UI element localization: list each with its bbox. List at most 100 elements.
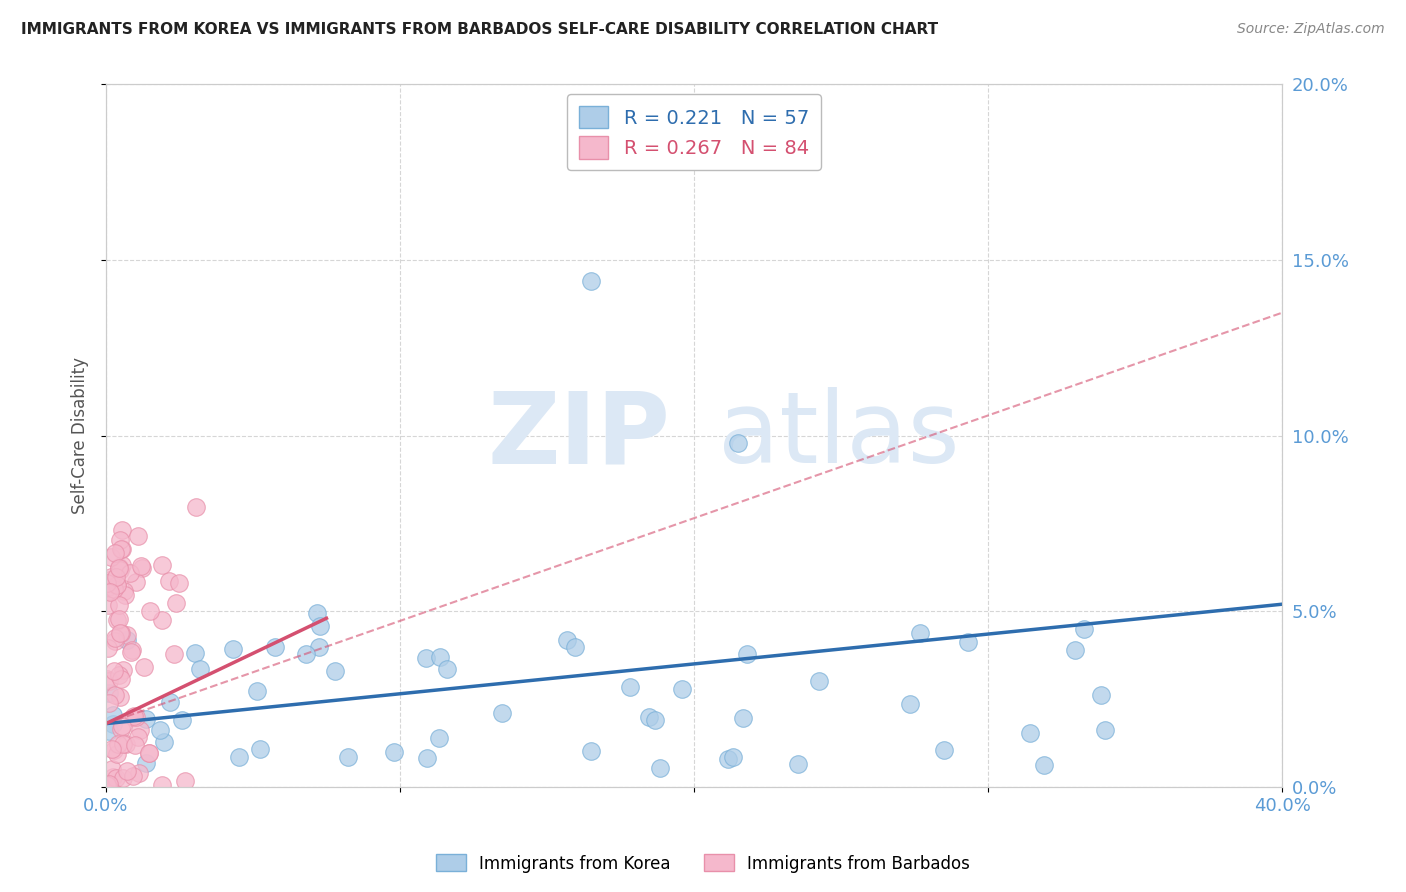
Point: [105, 613, 128, 627]
Point: [127, 529, 149, 543]
Point: [170, 713, 193, 727]
Point: [228, 749, 250, 764]
Point: [1090, 688, 1112, 702]
Point: [122, 708, 145, 723]
Point: [263, 640, 285, 655]
Point: [112, 771, 135, 785]
Point: [105, 578, 128, 592]
Point: [98, 584, 121, 599]
Point: [101, 572, 124, 586]
Point: [107, 561, 129, 575]
Point: [648, 761, 671, 775]
Point: [555, 633, 578, 648]
Point: [97, 724, 120, 739]
Point: [382, 745, 405, 759]
Point: [103, 716, 125, 731]
Point: [135, 756, 157, 770]
Point: [135, 712, 157, 726]
Point: [122, 768, 145, 782]
Point: [183, 646, 205, 660]
Point: [108, 563, 131, 577]
Point: [112, 663, 135, 677]
Y-axis label: Self-Care Disability: Self-Care Disability: [72, 357, 89, 514]
Point: [108, 598, 131, 612]
Point: [97, 686, 120, 700]
Point: [159, 695, 181, 709]
Point: [716, 752, 738, 766]
Point: [105, 578, 128, 592]
Point: [129, 723, 152, 738]
Point: [125, 575, 148, 590]
Point: [638, 710, 661, 724]
Point: [124, 738, 146, 752]
Point: [138, 747, 160, 761]
Point: [118, 566, 141, 580]
Point: [644, 713, 666, 727]
Point: [110, 541, 132, 556]
Point: [112, 737, 135, 751]
Point: [491, 706, 513, 720]
Point: [808, 673, 831, 688]
Point: [114, 588, 136, 602]
Point: [111, 523, 134, 537]
Point: [97, 640, 120, 655]
Point: [173, 774, 195, 789]
Point: [786, 757, 808, 772]
Point: [138, 746, 160, 760]
Point: [108, 560, 131, 574]
Point: [429, 731, 451, 745]
Point: [115, 737, 138, 751]
Point: [721, 750, 744, 764]
Text: atlas: atlas: [717, 387, 959, 484]
Point: [581, 744, 603, 758]
Point: [139, 604, 162, 618]
Point: [103, 664, 125, 678]
Point: [111, 558, 134, 573]
Point: [336, 750, 359, 764]
Point: [129, 559, 152, 574]
Point: [121, 643, 143, 657]
Point: [104, 545, 127, 559]
Point: [120, 645, 142, 659]
Point: [731, 711, 754, 725]
Point: [127, 730, 149, 744]
Point: [898, 698, 921, 712]
Point: [97, 580, 120, 594]
Point: [98, 673, 121, 688]
Point: [429, 649, 451, 664]
Legend: R = 0.221   N = 57, R = 0.267   N = 84: R = 0.221 N = 57, R = 0.267 N = 84: [568, 95, 821, 170]
Point: [104, 634, 127, 648]
Point: [1094, 723, 1116, 737]
Point: [671, 681, 693, 696]
Point: [108, 625, 131, 640]
Point: [167, 575, 190, 590]
Point: [1033, 758, 1056, 772]
Point: [416, 750, 439, 764]
Point: [110, 719, 132, 733]
Point: [110, 533, 132, 548]
Point: [1019, 726, 1042, 740]
Point: [107, 612, 129, 626]
Point: [104, 689, 127, 703]
Point: [150, 558, 173, 573]
Point: [108, 668, 131, 682]
Point: [932, 743, 955, 757]
Point: [415, 650, 437, 665]
Text: Source: ZipAtlas.com: Source: ZipAtlas.com: [1237, 22, 1385, 37]
Point: [619, 680, 641, 694]
Point: [108, 690, 131, 704]
Point: [115, 632, 138, 647]
Point: [956, 635, 979, 649]
Text: IMMIGRANTS FROM KOREA VS IMMIGRANTS FROM BARBADOS SELF-CARE DISABILITY CORRELATI: IMMIGRANTS FROM KOREA VS IMMIGRANTS FROM…: [21, 22, 938, 37]
Point: [96, 599, 118, 613]
Point: [294, 647, 316, 661]
Point: [104, 631, 127, 645]
Point: [153, 735, 176, 749]
Point: [246, 684, 269, 698]
Point: [103, 582, 125, 596]
Point: [103, 707, 125, 722]
Point: [735, 647, 758, 661]
Point: [134, 659, 156, 673]
Legend: Immigrants from Korea, Immigrants from Barbados: Immigrants from Korea, Immigrants from B…: [429, 847, 977, 880]
Point: [128, 765, 150, 780]
